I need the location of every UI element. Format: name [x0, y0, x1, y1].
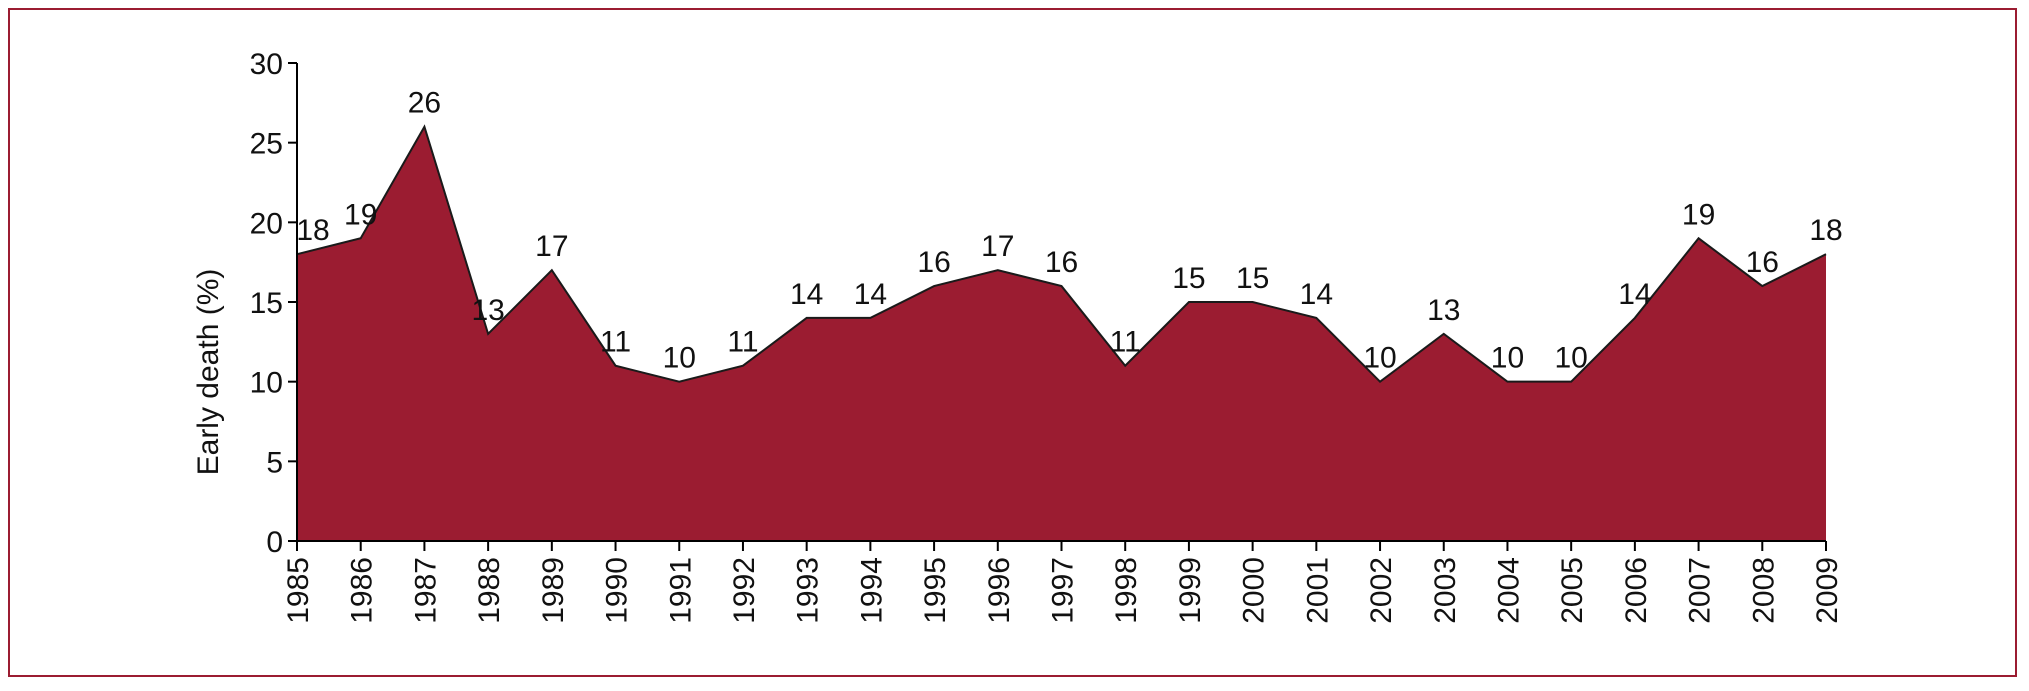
- axis-layer: 0 5 10 15 20 25 30 1985 1986 1987 1988 1989 1990 1991…: [250, 48, 1844, 624]
- x-tick-label: 1998: [1110, 557, 1143, 624]
- x-tick-label: 1985: [282, 557, 315, 624]
- x-tick-label: 2000: [1238, 557, 1271, 624]
- x-tick-label: 1989: [537, 557, 570, 624]
- x-tick-label: 2004: [1492, 557, 1525, 624]
- data-label: 14: [854, 278, 887, 311]
- data-label: 14: [1300, 278, 1333, 311]
- y-tick-label: 20: [250, 207, 283, 240]
- x-tick-label: 2003: [1429, 557, 1462, 624]
- data-label: 10: [663, 342, 696, 375]
- x-tick-label: 1996: [983, 557, 1016, 624]
- data-label: 11: [727, 326, 758, 359]
- y-tick-label: 0: [266, 526, 283, 559]
- y-tick-label: 30: [250, 48, 283, 81]
- x-tick-label: 2002: [1365, 557, 1398, 624]
- series-line: [296, 124, 1827, 383]
- data-label: 10: [1554, 342, 1587, 375]
- data-label: 19: [344, 198, 377, 231]
- y-tick-label: 15: [250, 287, 283, 320]
- data-label: 26: [408, 87, 441, 120]
- data-label: 11: [600, 326, 631, 359]
- x-tick-label: 2005: [1556, 557, 1589, 624]
- data-label: 16: [1746, 246, 1779, 279]
- y-tick-label: 5: [266, 446, 283, 479]
- series-area: [297, 126, 1826, 541]
- data-label: 15: [1236, 262, 1269, 295]
- data-label: 16: [917, 246, 950, 279]
- x-tick-label: 2006: [1620, 557, 1653, 624]
- x-tick-label: 1991: [664, 557, 697, 624]
- y-axis-title: Early death (%): [192, 269, 225, 476]
- x-tick-label: 2001: [1301, 557, 1334, 624]
- data-label: 17: [981, 230, 1014, 263]
- data-label: 10: [1363, 342, 1396, 375]
- y-tick-label: 25: [250, 128, 283, 161]
- label-layer: 18 19 26 13 17 11 10 11 14 14 16 17 16 11 15 15 14 10 13 10…: [296, 87, 1842, 375]
- data-label: 16: [1045, 246, 1078, 279]
- x-tick-label: 1994: [855, 557, 888, 624]
- data-label: 18: [296, 214, 329, 247]
- x-tick-label: 1999: [1174, 557, 1207, 624]
- area-layer: [296, 124, 1827, 541]
- data-label: 17: [535, 230, 568, 263]
- x-tick-label: 2009: [1811, 557, 1844, 624]
- x-tick-label: 1997: [1047, 557, 1080, 624]
- data-label: 11: [1110, 326, 1141, 359]
- data-label: 14: [1618, 278, 1651, 311]
- x-tick-label: 1993: [792, 557, 825, 624]
- data-label: 15: [1172, 262, 1205, 295]
- data-label: 10: [1491, 342, 1524, 375]
- x-tick-label: 2007: [1684, 557, 1717, 624]
- x-tick-label: 1992: [728, 557, 761, 624]
- y-tick-label: 10: [250, 367, 283, 400]
- x-tick-label: 1986: [346, 557, 379, 624]
- data-label: 18: [1809, 214, 1842, 247]
- x-tick-label: 1990: [601, 557, 634, 624]
- data-label: 13: [471, 294, 504, 327]
- x-tick-label: 1987: [409, 557, 442, 624]
- x-tick-label: 1988: [473, 557, 506, 624]
- data-label: 14: [790, 278, 823, 311]
- data-label: 19: [1682, 198, 1715, 231]
- x-tick-label: 2008: [1747, 557, 1780, 624]
- data-label: 13: [1427, 294, 1460, 327]
- x-tick-label: 1995: [919, 557, 952, 624]
- chart-frame: [8, 8, 2017, 677]
